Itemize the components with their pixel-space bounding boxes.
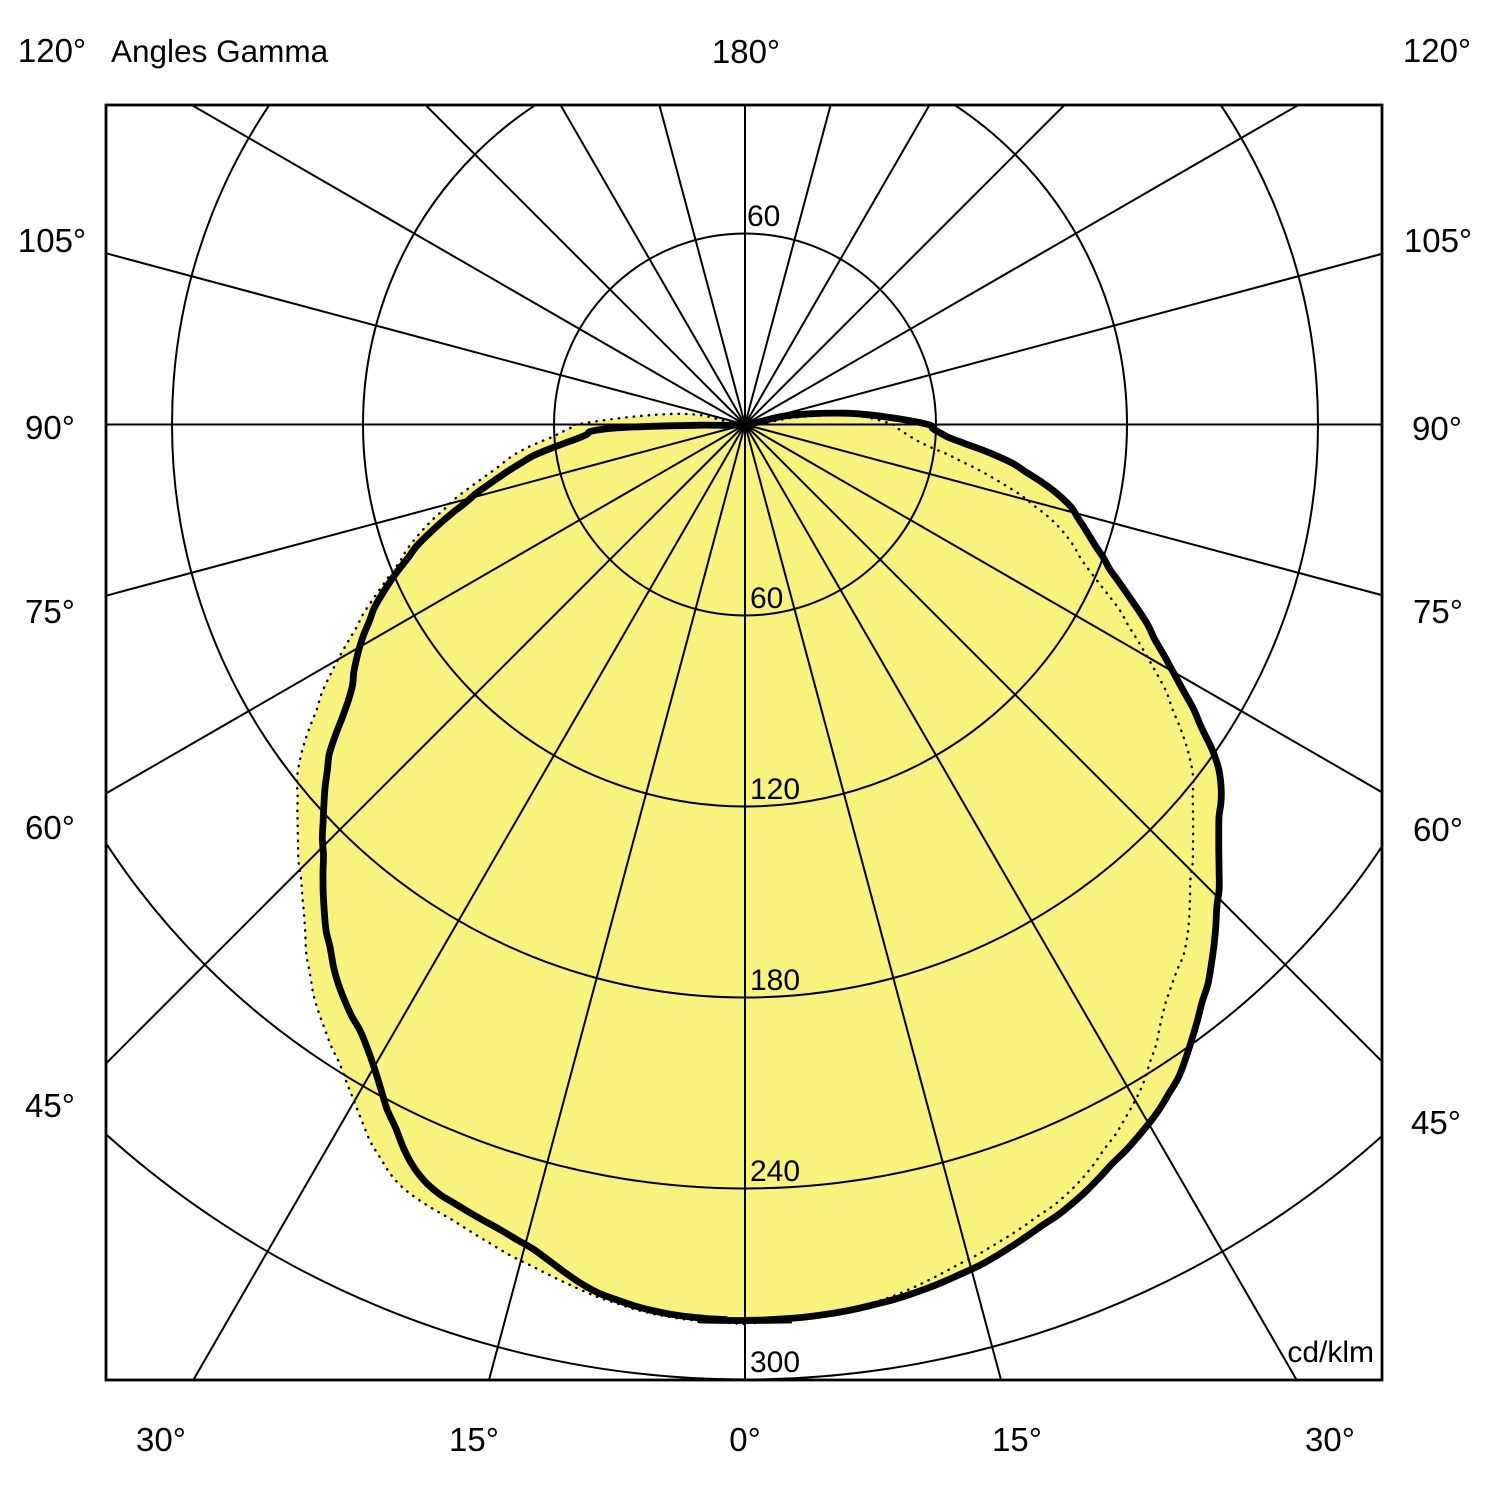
svg-text:60°: 60° <box>25 809 75 846</box>
svg-text:300: 300 <box>750 1346 800 1379</box>
svg-text:120°: 120° <box>1403 32 1471 69</box>
svg-text:75°: 75° <box>25 593 75 630</box>
svg-text:0°: 0° <box>729 1421 761 1458</box>
svg-text:180: 180 <box>750 964 800 997</box>
svg-text:90°: 90° <box>25 409 75 446</box>
svg-text:120: 120 <box>750 773 800 806</box>
svg-text:15°: 15° <box>449 1421 499 1458</box>
svg-text:cd/klm: cd/klm <box>1287 1336 1374 1369</box>
svg-text:90°: 90° <box>1412 410 1462 447</box>
svg-text:60: 60 <box>747 200 780 233</box>
svg-text:105°: 105° <box>18 222 86 259</box>
svg-text:45°: 45° <box>1411 1104 1461 1141</box>
svg-text:60: 60 <box>750 582 783 615</box>
svg-text:Angles Gamma: Angles Gamma <box>111 33 329 69</box>
svg-text:120°: 120° <box>18 32 86 69</box>
svg-text:30°: 30° <box>136 1421 186 1458</box>
svg-text:30°: 30° <box>1305 1421 1355 1458</box>
svg-text:60°: 60° <box>1413 811 1463 848</box>
svg-text:240: 240 <box>750 1155 800 1188</box>
svg-text:180°: 180° <box>712 33 780 70</box>
svg-text:45°: 45° <box>25 1087 75 1124</box>
svg-text:75°: 75° <box>1413 593 1463 630</box>
svg-text:105°: 105° <box>1404 222 1472 259</box>
svg-text:15°: 15° <box>992 1421 1042 1458</box>
